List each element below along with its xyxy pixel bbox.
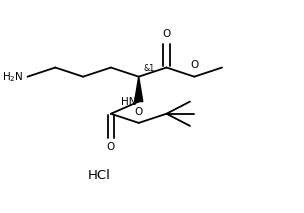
Text: O: O xyxy=(162,29,171,39)
Text: HCl: HCl xyxy=(88,169,111,182)
Text: &1: &1 xyxy=(143,65,154,73)
Polygon shape xyxy=(135,77,143,102)
Text: O: O xyxy=(135,107,143,117)
Text: O: O xyxy=(107,142,115,153)
Text: H$_2$N: H$_2$N xyxy=(2,70,24,83)
Text: HN: HN xyxy=(121,97,136,106)
Text: O: O xyxy=(190,60,199,70)
